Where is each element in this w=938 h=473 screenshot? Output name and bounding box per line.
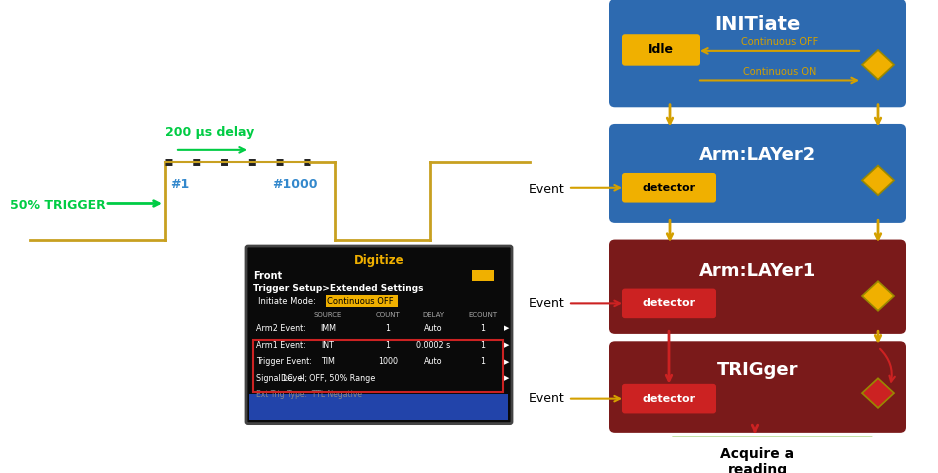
Text: Acquire a
reading: Acquire a reading	[720, 447, 794, 473]
Text: Trigger Setup>Extended Settings: Trigger Setup>Extended Settings	[253, 284, 423, 293]
Text: INITiate: INITiate	[715, 16, 801, 35]
FancyBboxPatch shape	[622, 384, 716, 413]
Text: 50% TRIGGER: 50% TRIGGER	[10, 199, 106, 212]
FancyBboxPatch shape	[622, 173, 716, 202]
Text: DC, +, OFF, 50% Range: DC, +, OFF, 50% Range	[280, 374, 375, 383]
Text: Idle: Idle	[648, 44, 674, 56]
Polygon shape	[862, 50, 894, 79]
Text: #1000: #1000	[272, 177, 318, 191]
Text: ECOUNT: ECOUNT	[468, 312, 497, 318]
Text: ▶: ▶	[504, 325, 509, 332]
Polygon shape	[862, 281, 894, 311]
Polygon shape	[862, 378, 894, 408]
FancyBboxPatch shape	[246, 246, 512, 424]
Text: 1000: 1000	[378, 357, 398, 366]
Text: Signal Level:: Signal Level:	[256, 374, 307, 383]
Text: COUNT: COUNT	[375, 312, 401, 318]
Text: ▶: ▶	[504, 342, 509, 348]
Text: IMM: IMM	[320, 324, 336, 333]
Text: Arm1 Event:: Arm1 Event:	[256, 341, 306, 350]
FancyBboxPatch shape	[609, 239, 906, 334]
Text: Ext Trig Type:  TTL Negative: Ext Trig Type: TTL Negative	[256, 390, 362, 399]
FancyBboxPatch shape	[622, 289, 716, 318]
Text: DELAY: DELAY	[422, 312, 444, 318]
Polygon shape	[643, 437, 872, 473]
Text: 0.0002 s: 0.0002 s	[416, 341, 450, 350]
Text: #1: #1	[171, 177, 189, 191]
FancyBboxPatch shape	[326, 295, 398, 307]
Text: Initiate Mode:: Initiate Mode:	[258, 297, 316, 306]
Text: Digitize: Digitize	[354, 254, 404, 267]
Text: SOURCE: SOURCE	[314, 312, 342, 318]
Text: ▶: ▶	[504, 359, 509, 365]
Text: 1: 1	[480, 357, 486, 366]
FancyBboxPatch shape	[609, 124, 906, 223]
Text: detector: detector	[643, 183, 696, 193]
Text: Continuous ON: Continuous ON	[743, 67, 816, 77]
Text: detector: detector	[643, 394, 696, 403]
Text: 1: 1	[480, 324, 486, 333]
Text: Event: Event	[529, 183, 565, 196]
Text: 1: 1	[386, 341, 390, 350]
Text: 200 μs delay: 200 μs delay	[165, 126, 254, 139]
Text: Trigger Event:: Trigger Event:	[256, 357, 311, 366]
Text: Arm:LAYer1: Arm:LAYer1	[699, 262, 816, 280]
FancyBboxPatch shape	[472, 270, 494, 281]
FancyBboxPatch shape	[609, 0, 906, 107]
Text: detector: detector	[643, 298, 696, 308]
Text: Event: Event	[529, 392, 565, 405]
Text: Continuous OFF: Continuous OFF	[327, 297, 394, 306]
Text: Auto: Auto	[424, 357, 443, 366]
Text: INT: INT	[322, 341, 335, 350]
Text: Front: Front	[253, 271, 282, 280]
Text: Auto: Auto	[424, 324, 443, 333]
Text: Event: Event	[529, 297, 565, 310]
Text: 1: 1	[480, 341, 486, 350]
Text: 1: 1	[386, 324, 390, 333]
Text: Arm2 Event:: Arm2 Event:	[256, 324, 306, 333]
Polygon shape	[862, 166, 894, 195]
Text: TRIGger: TRIGger	[717, 361, 798, 379]
FancyBboxPatch shape	[249, 394, 508, 420]
Text: TIM: TIM	[321, 357, 335, 366]
FancyBboxPatch shape	[622, 34, 700, 66]
Text: Arm:LAYer2: Arm:LAYer2	[699, 146, 816, 165]
Text: Continuous OFF: Continuous OFF	[741, 37, 818, 47]
Text: ▶: ▶	[504, 375, 509, 381]
FancyBboxPatch shape	[609, 342, 906, 433]
